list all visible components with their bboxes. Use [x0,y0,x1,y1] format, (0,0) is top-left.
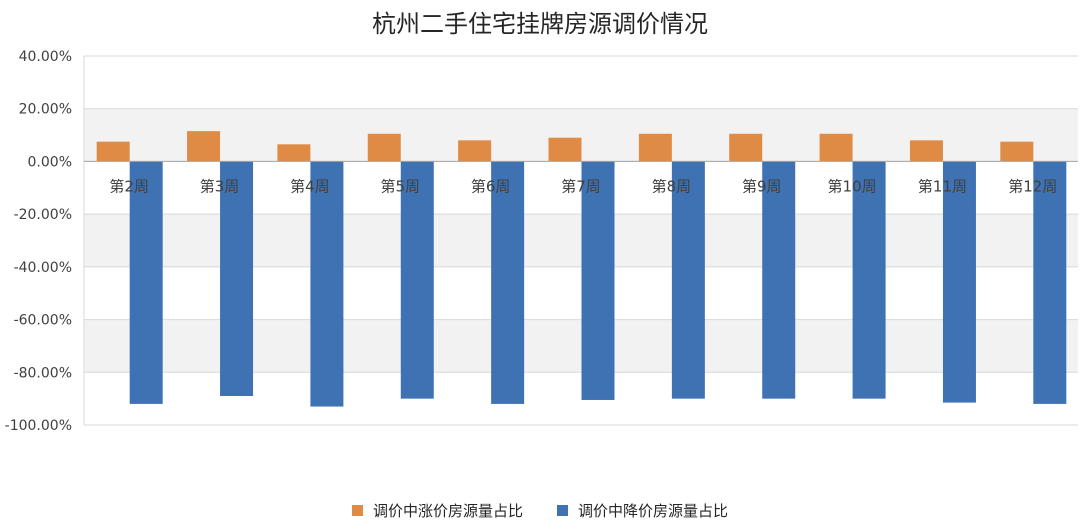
y-tick-label: 20.00% [19,102,72,118]
bar [671,161,705,399]
legend-label-rise: 调价中涨价房源量占比 [372,502,523,520]
bar [942,161,976,403]
x-category-label: 第7周 [561,177,601,195]
bar [187,131,221,162]
legend-item-rise: 调价中涨价房源量占比 [351,500,523,521]
bar [1000,141,1034,162]
bar [819,133,853,162]
bars [96,131,1067,407]
bar [458,140,492,162]
legend-swatch-fall [557,505,568,516]
bar [548,137,582,162]
x-category-label: 第6周 [471,177,511,195]
legend-swatch-rise [351,505,363,516]
y-axis-ticks: 40.00% 20.00% 0.00% -20.00% -40.00% -60.00% -8… [5,49,72,434]
x-category-label: 第12周 [1008,177,1057,195]
x-category-label: 第2周 [109,177,149,195]
chart-title: 杭州二手住宅挂牌房源调价情况 [372,10,708,38]
bar [277,144,311,162]
bar [220,161,254,397]
x-category-label: 第8周 [652,177,692,195]
bar [581,161,615,400]
bar-chart: 40.00% 20.00% 0.00% -20.00% -40.00% -60.00% -8… [5,49,1078,434]
x-category-label: 第5周 [380,177,420,195]
x-category-label: 第4周 [290,177,330,195]
bar [96,141,130,162]
bar [638,133,672,162]
y-tick-label: -20.00% [14,207,72,223]
x-category-label: 第3周 [200,177,240,195]
bar [909,140,943,162]
x-category-label: 第10周 [828,177,877,195]
y-tick-label: -60.00% [14,313,72,329]
y-tick-label: -80.00% [14,365,72,381]
bar [367,133,401,162]
y-tick-label: -40.00% [14,260,72,276]
y-tick-label: 40.00% [19,49,72,65]
bar [762,161,796,399]
legend-item-fall: 调价中降价房源量占比 [557,500,728,521]
bar [491,161,525,404]
x-category-label: 第9周 [742,177,782,195]
bar [400,161,434,399]
bar [129,161,163,404]
bar [729,133,763,162]
y-tick-label: -100.00% [5,418,72,434]
category-labels: 第2周 第3周 第4周 第5周 第6周 第7周 第8周 第9周 第10周 第11周 第12周 [109,177,1057,195]
y-tick-label: 0.00% [28,154,72,170]
legend: 调价中涨价房源量占比 调价中降价房源量占比 [0,500,1080,521]
x-category-label: 第11周 [918,177,967,195]
bar [1033,161,1067,404]
plot-band [84,56,1078,109]
bar [310,161,344,407]
bar [852,161,886,399]
legend-label-fall: 调价中降价房源量占比 [578,502,729,520]
